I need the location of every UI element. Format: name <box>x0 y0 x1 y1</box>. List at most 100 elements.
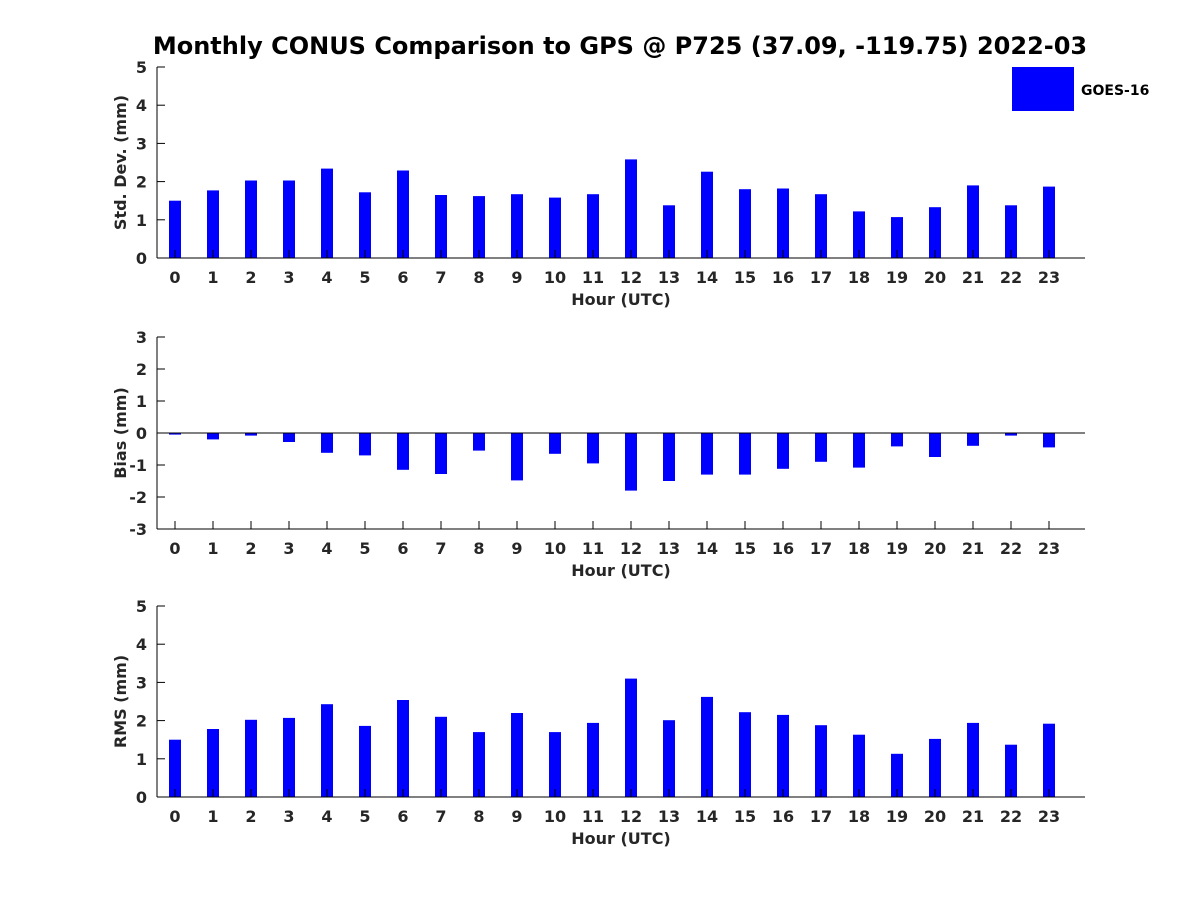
bias-x-tick-label: 21 <box>962 539 984 558</box>
bias-x-tick-label: 22 <box>1000 539 1022 558</box>
stddev-x-tick-label: 12 <box>620 268 642 287</box>
stddev-y-label: Std. Dev. (mm) <box>111 95 130 230</box>
rms-bar <box>283 717 295 797</box>
stddev-bar <box>169 200 181 258</box>
rms-y-tick-label: 4 <box>136 635 147 654</box>
bias-bar <box>473 433 485 451</box>
bias-bar <box>359 433 371 456</box>
rms-bar <box>321 704 333 797</box>
stddev-bar <box>1043 186 1055 258</box>
stddev-x-tick-label: 0 <box>169 268 180 287</box>
bias-bar <box>967 433 979 446</box>
bias-bar <box>549 433 561 454</box>
bias-bar <box>511 433 523 481</box>
stddev-x-tick-label: 1 <box>207 268 218 287</box>
rms-bar <box>853 734 865 797</box>
rms-bar <box>245 719 257 797</box>
bias-bar <box>245 433 257 436</box>
stddev-bar <box>739 189 751 258</box>
bias-bar <box>435 433 447 474</box>
rms-bar <box>815 725 827 797</box>
rms-bar <box>549 732 561 797</box>
rms-x-tick-label: 16 <box>772 807 794 826</box>
stddev-x-tick-label: 18 <box>848 268 870 287</box>
bias-bar <box>625 433 637 491</box>
rms-bar <box>929 738 941 797</box>
rms-y-tick-label: 2 <box>136 712 147 731</box>
bias-bar <box>777 433 789 469</box>
stddev-x-label: Hour (UTC) <box>571 290 671 309</box>
bias-y-tick-label: 0 <box>136 424 147 443</box>
rms-x-tick-label: 7 <box>435 807 446 826</box>
stddev-bar <box>777 188 789 258</box>
bias-x-tick-label: 2 <box>245 539 256 558</box>
legend-swatch <box>1012 67 1074 111</box>
rms-bar <box>777 714 789 797</box>
bias-bar <box>169 433 181 435</box>
stddev-bar <box>473 196 485 258</box>
bias-x-tick-label: 7 <box>435 539 446 558</box>
bias-bar <box>815 433 827 462</box>
stddev-x-tick-label: 19 <box>886 268 908 287</box>
stddev-bar <box>321 168 333 258</box>
bias-bar <box>929 433 941 457</box>
rms-x-tick-label: 2 <box>245 807 256 826</box>
rms-bar <box>1043 723 1055 797</box>
rms-x-tick-label: 22 <box>1000 807 1022 826</box>
rms-y-tick-label: 1 <box>136 750 147 769</box>
rms-x-label: Hour (UTC) <box>571 829 671 848</box>
stddev-x-tick-label: 14 <box>696 268 718 287</box>
bias-x-tick-label: 15 <box>734 539 756 558</box>
bias-x-tick-label: 16 <box>772 539 794 558</box>
rms-x-tick-label: 8 <box>473 807 484 826</box>
stddev-bar <box>511 194 523 258</box>
bias-x-tick-label: 12 <box>620 539 642 558</box>
bias-bar <box>663 433 675 481</box>
rms-x-tick-label: 21 <box>962 807 984 826</box>
stddev-y-tick-label: 1 <box>136 211 147 230</box>
stddev-bar <box>1005 205 1017 258</box>
bias-x-tick-label: 18 <box>848 539 870 558</box>
bias-bar <box>587 433 599 464</box>
stddev-x-tick-label: 22 <box>1000 268 1022 287</box>
stddev-x-tick-label: 2 <box>245 268 256 287</box>
bias-y-tick-label: -1 <box>129 456 147 475</box>
bias-x-tick-label: 20 <box>924 539 946 558</box>
stddev-x-tick-label: 3 <box>283 268 294 287</box>
rms-x-tick-label: 13 <box>658 807 680 826</box>
stddev-y-tick-label: 3 <box>136 134 147 153</box>
stddev-x-tick-label: 23 <box>1038 268 1060 287</box>
stddev-x-tick-label: 11 <box>582 268 604 287</box>
stddev-bar <box>853 211 865 258</box>
stddev-bar <box>397 170 409 258</box>
rms-bar <box>207 729 219 797</box>
bias-bar <box>891 433 903 447</box>
stddev-x-tick-label: 17 <box>810 268 832 287</box>
stddev-bar <box>967 185 979 258</box>
rms-y-tick-label: 5 <box>136 597 147 616</box>
bias-y-tick-label: 2 <box>136 360 147 379</box>
stddev-y-tick-label: 5 <box>136 58 147 77</box>
stddev-x-tick-label: 10 <box>544 268 566 287</box>
rms-x-tick-label: 3 <box>283 807 294 826</box>
bias-y-tick-label: -2 <box>129 488 147 507</box>
bias-bar <box>321 433 333 453</box>
rms-x-tick-label: 19 <box>886 807 908 826</box>
chart-title: Monthly CONUS Comparison to GPS @ P725 (… <box>153 32 1087 60</box>
rms-x-tick-label: 0 <box>169 807 180 826</box>
rms-x-tick-label: 6 <box>397 807 408 826</box>
rms-x-tick-label: 18 <box>848 807 870 826</box>
bias-bar <box>701 433 713 475</box>
rms-bar <box>587 722 599 797</box>
bias-x-tick-label: 13 <box>658 539 680 558</box>
legend-label: GOES-16 <box>1081 83 1149 99</box>
stddev-bar <box>245 180 257 258</box>
bias-x-tick-label: 17 <box>810 539 832 558</box>
stddev-x-tick-label: 15 <box>734 268 756 287</box>
stddev-bar <box>359 192 371 258</box>
stddev-x-tick-label: 16 <box>772 268 794 287</box>
stddev-y-tick-label: 2 <box>136 173 147 192</box>
rms-x-tick-label: 4 <box>321 807 332 826</box>
stddev-x-tick-label: 20 <box>924 268 946 287</box>
